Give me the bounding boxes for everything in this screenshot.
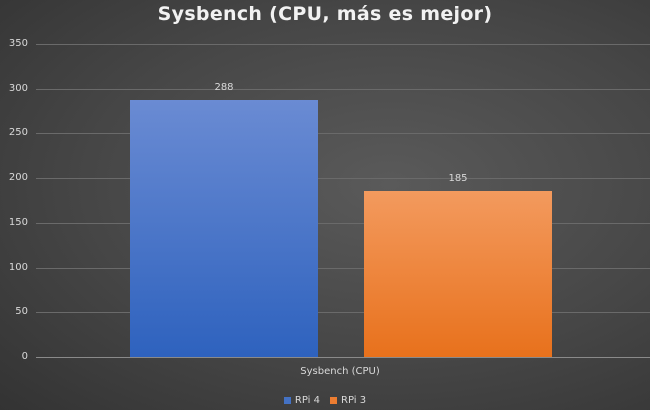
bar-rpi4 [130, 100, 318, 357]
gridline [36, 268, 650, 269]
y-tick-300: 300 [8, 83, 28, 94]
y-tick-250: 250 [8, 127, 28, 138]
y-tick-350: 350 [8, 38, 28, 49]
y-tick-100: 100 [8, 262, 28, 273]
legend-label: RPi 4 [294, 395, 320, 406]
gridline [36, 89, 650, 90]
y-tick-200: 200 [8, 172, 28, 183]
x-category-label: Sysbench (CPU) [300, 366, 380, 377]
data-label-rpi4: 288 [214, 82, 234, 93]
legend-label: RPi 3 [341, 395, 367, 406]
bar-rpi3 [364, 191, 552, 357]
legend-item-rpi4: RPi 4 [283, 395, 320, 406]
gridline [36, 44, 650, 45]
gridline [36, 223, 650, 224]
legend-swatch-orange [330, 397, 337, 404]
gridline [36, 133, 650, 134]
x-axis-baseline [36, 357, 650, 358]
plot-area: 288 185 [36, 44, 650, 358]
legend: RPi 4 RPi 3 [0, 395, 650, 406]
legend-swatch-blue [283, 397, 291, 404]
chart-title: Sysbench (CPU, más es mejor) [157, 3, 493, 25]
y-tick-0: 0 [21, 351, 28, 362]
gridline [36, 312, 650, 313]
gridline [36, 178, 650, 179]
legend-item-rpi3: RPi 3 [330, 395, 366, 406]
data-label-rpi3: 185 [448, 173, 468, 184]
y-tick-150: 150 [8, 217, 28, 228]
y-tick-50: 50 [15, 306, 28, 317]
